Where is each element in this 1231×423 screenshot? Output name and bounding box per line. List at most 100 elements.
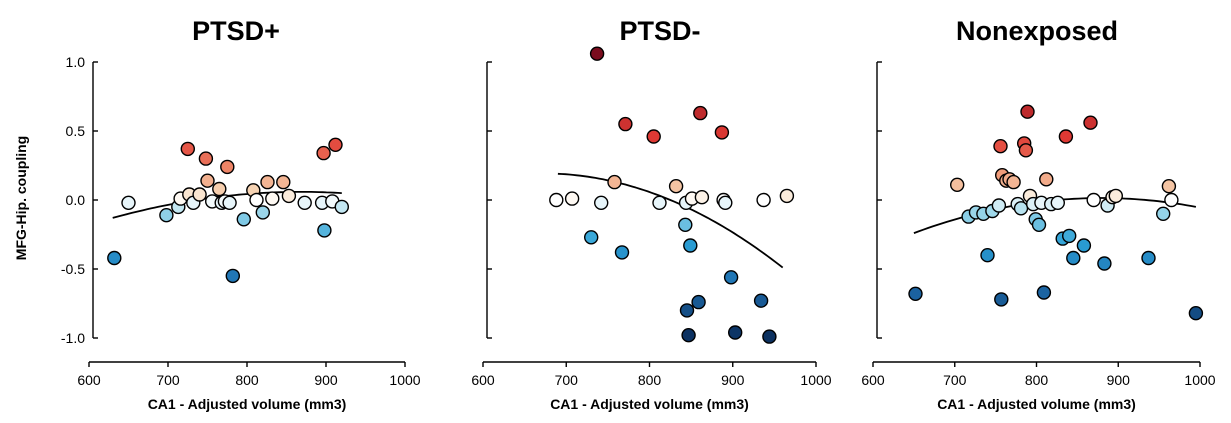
y-axis-label: MFG-Hip. coupling (13, 136, 29, 260)
data-point (316, 145, 331, 161)
data-point (762, 329, 777, 344)
data-point (646, 129, 661, 144)
data-point (317, 223, 332, 238)
panel-3: Nonexposed 600 700 800 900 1000 CA1 - Adjusted… (861, 16, 1215, 412)
y-tick-label: -0.5 (61, 261, 85, 277)
data-point (980, 247, 995, 263)
x-tick-label: 1000 (800, 372, 831, 388)
data-point (991, 198, 1007, 213)
panel-2: PTSD- 600 700 800 900 1000 CA1 - Adjusted volu… (471, 16, 831, 412)
data-point (1076, 238, 1092, 253)
data-point (180, 141, 196, 157)
data-point (549, 192, 564, 208)
data-point (198, 151, 214, 166)
data-point (1013, 201, 1029, 216)
data-point (994, 292, 1009, 307)
x-tick-label: 1000 (389, 372, 420, 388)
data-point (691, 294, 706, 310)
data-point (681, 328, 696, 343)
data-point (1020, 104, 1035, 119)
data-point (1058, 129, 1074, 144)
data-point (1164, 192, 1179, 208)
data-point (281, 188, 297, 204)
data-point (1006, 174, 1021, 190)
data-point (192, 187, 207, 202)
x-tick-label: 700 (943, 372, 967, 388)
data-point (1083, 115, 1098, 130)
data-point (107, 250, 122, 266)
data-point (718, 195, 733, 211)
data-point (200, 173, 215, 188)
data-point (683, 238, 698, 253)
data-point (121, 195, 136, 211)
data-point (159, 207, 174, 223)
data-point (714, 125, 730, 140)
data-point (678, 217, 693, 233)
data-point (753, 293, 769, 308)
data-point (1039, 172, 1054, 187)
panel-title: Nonexposed (956, 16, 1118, 46)
data-point (908, 286, 923, 301)
panel-title: PTSD+ (192, 16, 280, 46)
data-point (589, 46, 605, 61)
data-point (276, 174, 291, 190)
data-point (328, 137, 343, 153)
data-point (220, 159, 235, 175)
data-point (679, 303, 695, 318)
x-tick-label: 1000 (1184, 372, 1215, 388)
data-point (652, 195, 667, 211)
data-point (1155, 206, 1171, 222)
panel-title: PTSD- (620, 16, 701, 46)
data-point (1061, 228, 1077, 244)
x-tick-label: 900 (721, 372, 745, 388)
data-point (668, 178, 684, 194)
data-point (334, 199, 349, 215)
data-point (222, 195, 237, 211)
data-point (993, 138, 1008, 154)
data-point (255, 205, 270, 220)
panel-1: PTSD+ 1.0 0.5 0.0 -0.5 -1.0 600 700 800 900 1000 CA… (61, 16, 421, 412)
x-tick-label: 600 (471, 372, 495, 388)
data-point (950, 177, 965, 193)
data-point (1036, 285, 1052, 300)
data-point (297, 195, 312, 211)
x-tick-label: 700 (156, 372, 180, 388)
data-point (1108, 188, 1124, 204)
data-point (723, 270, 739, 285)
data-point (1188, 306, 1204, 321)
data-point (594, 195, 609, 211)
x-tick-label: 900 (314, 372, 338, 388)
data-point (693, 105, 708, 121)
data-point (212, 181, 227, 197)
data-point (614, 245, 630, 260)
x-tick-label: 800 (638, 372, 662, 388)
data-point (1086, 192, 1101, 208)
x-tick-label: 900 (1107, 372, 1131, 388)
x-tick-label: 600 (77, 372, 101, 388)
y-tick-label: 0.0 (66, 192, 86, 208)
data-point (1050, 195, 1066, 211)
x-axis-label: CA1 - Adjusted volume (mm3) (937, 396, 1136, 412)
data-point (265, 191, 280, 206)
x-tick-label: 800 (1025, 372, 1049, 388)
data-point (249, 192, 264, 208)
y-tick-label: 0.5 (66, 123, 86, 139)
data-point (607, 174, 622, 190)
data-point (236, 212, 252, 227)
x-axis-label: CA1 - Adjusted volume (mm3) (550, 396, 749, 412)
y-tick-label: 1.0 (66, 54, 86, 70)
data-point (756, 192, 771, 208)
x-tick-label: 700 (555, 372, 579, 388)
data-point (728, 325, 743, 340)
data-point (1097, 256, 1112, 271)
fit-curve (557, 172, 784, 269)
data-point (1018, 143, 1034, 158)
data-point (564, 191, 580, 206)
y-tick-label: -1.0 (61, 330, 85, 346)
data-point (1141, 250, 1156, 266)
x-axis-label: CA1 - Adjusted volume (mm3) (148, 396, 347, 412)
data-point (1161, 178, 1177, 194)
x-tick-label: 800 (235, 372, 259, 388)
